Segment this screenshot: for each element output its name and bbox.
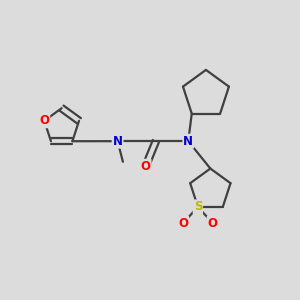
Text: O: O	[208, 217, 218, 230]
Text: O: O	[39, 114, 49, 127]
Text: N: N	[112, 135, 123, 148]
Text: S: S	[194, 200, 202, 213]
Text: O: O	[141, 160, 151, 173]
Text: O: O	[178, 217, 188, 230]
Text: N: N	[183, 135, 193, 148]
